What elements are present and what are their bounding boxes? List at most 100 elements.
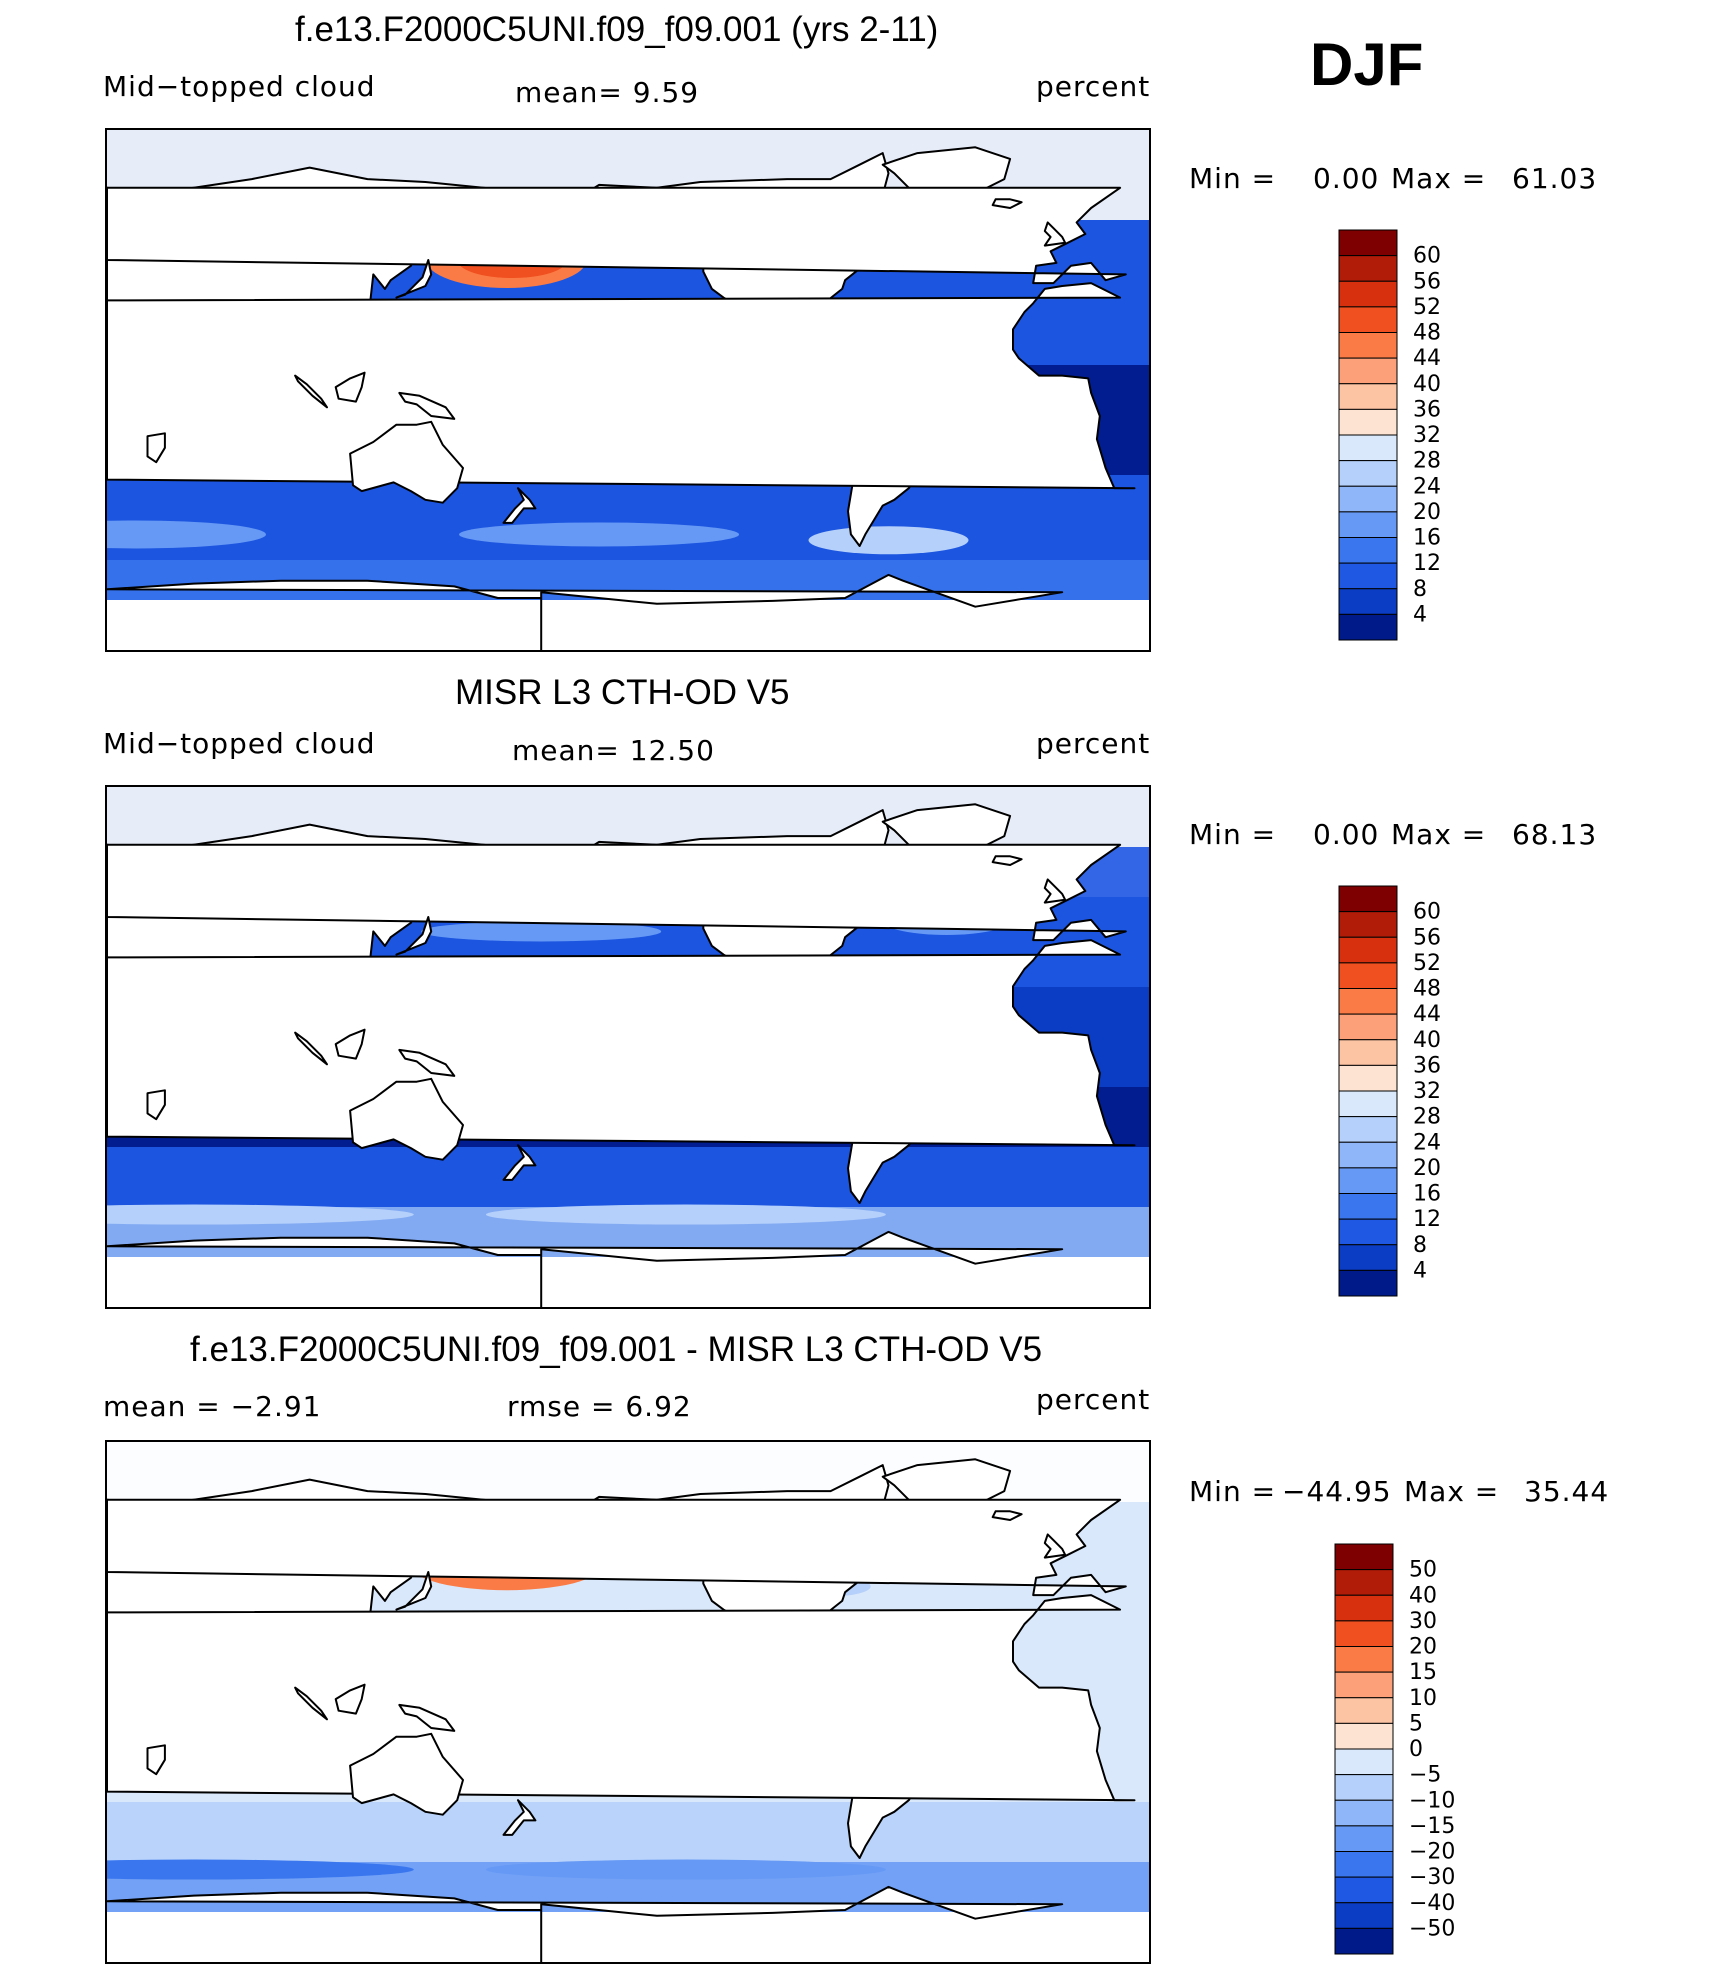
min-label: Min = xyxy=(1189,162,1277,195)
colorbar-tick-label: 60 xyxy=(1413,900,1441,925)
colorbar-swatch xyxy=(1338,434,1398,462)
colorbar-swatch xyxy=(1338,332,1398,359)
colorbar-swatch xyxy=(1338,1193,1398,1220)
continent-antarctica xyxy=(107,573,1064,650)
continent-uk xyxy=(1043,1533,1067,1559)
colorbar-swatch xyxy=(1338,1269,1398,1297)
colorbar-swatch xyxy=(1334,1543,1394,1571)
panel-title: MISR L3 CTH-OD V5 xyxy=(455,673,790,712)
colorbar-swatch xyxy=(1334,1774,1394,1801)
colorbar-swatch xyxy=(1338,936,1398,964)
colorbar: 60 56 52 48 44 40 36 32 28 24 20 16 12 8 4 xyxy=(1338,885,1478,1297)
world-map xyxy=(107,1442,1149,1962)
continent-uk xyxy=(1043,878,1067,904)
colorbar-tick-label: 8 xyxy=(1413,1233,1427,1258)
colorbar-tick-label: 60 xyxy=(1413,244,1441,269)
mean-label: mean= 12.50 xyxy=(512,734,715,767)
colorbar-tick-label: 44 xyxy=(1413,1002,1441,1027)
colorbar-swatch xyxy=(1334,1620,1394,1647)
rmse-label: rmse = 6.92 xyxy=(507,1390,692,1423)
colorbar-tick-label: 48 xyxy=(1413,321,1441,346)
world-map xyxy=(107,787,1149,1307)
continent-europeWest xyxy=(107,186,1127,285)
colorbar-tick-label: 44 xyxy=(1413,346,1441,371)
max-value: 61.03 xyxy=(1512,162,1598,195)
continent-newZealand xyxy=(502,1799,537,1836)
colorbar-tick-label: −20 xyxy=(1409,1840,1455,1865)
max-label: Max = xyxy=(1404,1475,1500,1508)
units-label: percent xyxy=(1036,70,1151,103)
continent-uk xyxy=(1043,221,1067,247)
polar-mask xyxy=(107,1912,1149,1962)
max-value: 68.13 xyxy=(1512,818,1598,851)
colorbar-tick-label: 24 xyxy=(1413,1130,1441,1155)
max-value: 35.44 xyxy=(1524,1475,1610,1508)
min-value: 0.00 xyxy=(1313,162,1380,195)
colorbar-tick-label: 4 xyxy=(1413,602,1427,627)
continent-madagascar xyxy=(146,432,166,464)
colorbar-tick-label: 32 xyxy=(1413,423,1441,448)
colorbar-tick-label: 0 xyxy=(1409,1737,1423,1762)
colorbar-tick-label: 10 xyxy=(1409,1686,1437,1711)
colorbar-tick-label: 56 xyxy=(1413,269,1441,294)
min-value: −44.95 xyxy=(1282,1475,1392,1508)
continent-sumatra xyxy=(294,1031,328,1066)
field-anomaly xyxy=(459,522,740,547)
colorbar-tick-label: 28 xyxy=(1413,1105,1441,1130)
colorbar-tick-label: 28 xyxy=(1413,449,1441,474)
colorbar-tick-label: 30 xyxy=(1409,1609,1437,1634)
continent-africaWest xyxy=(107,939,1136,1147)
continent-madagascar xyxy=(146,1089,166,1121)
colorbar-tick-label: −30 xyxy=(1409,1865,1455,1890)
colorbar-swatch xyxy=(1338,357,1398,385)
colorbar-tick-label: 36 xyxy=(1413,1053,1441,1078)
colorbar-swatch xyxy=(1334,1646,1394,1673)
polar-mask xyxy=(107,600,1149,650)
continent-sumatra xyxy=(294,374,328,409)
colorbar-tick-label: 56 xyxy=(1413,925,1441,950)
colorbar-swatch xyxy=(1334,1722,1394,1750)
colorbar-swatch xyxy=(1334,1799,1394,1827)
colorbar-swatch xyxy=(1338,383,1398,410)
colorbar-swatch xyxy=(1334,1748,1394,1776)
colorbar-swatch xyxy=(1338,885,1398,913)
colorbar-swatch xyxy=(1334,1671,1394,1699)
colorbar-tick-label: 20 xyxy=(1409,1635,1437,1660)
field-anomaly xyxy=(421,921,662,942)
panel-title: f.e13.F2000C5UNI.f09_f09.001 - MISR L3 C… xyxy=(190,1330,1043,1369)
colorbar-swatch xyxy=(1338,1116,1398,1143)
colorbar-swatch xyxy=(1338,1167,1398,1194)
min-value: 0.00 xyxy=(1313,818,1380,851)
colorbar-swatch xyxy=(1338,588,1398,615)
units-label: percent xyxy=(1036,727,1151,760)
continent-europeWest xyxy=(107,1498,1127,1597)
max-label: Max = xyxy=(1391,818,1487,851)
colorbar-swatch xyxy=(1338,306,1398,333)
colorbar-tick-label: 20 xyxy=(1413,500,1441,525)
colorbar-swatch xyxy=(1338,562,1398,590)
units-label: percent xyxy=(1036,1383,1151,1416)
colorbar-swatch xyxy=(1338,911,1398,938)
colorbar-swatch xyxy=(1338,1141,1398,1169)
colorbar-swatch xyxy=(1338,408,1398,436)
polar-mask xyxy=(107,1257,1149,1307)
colorbar-swatch xyxy=(1338,1090,1398,1118)
field-anomaly xyxy=(107,520,266,549)
colorbar-tick-label: −5 xyxy=(1409,1763,1441,1788)
colorbar-tick-label: 40 xyxy=(1413,372,1441,397)
continent-africaWest xyxy=(107,1594,1136,1802)
colorbar-swatch xyxy=(1338,229,1398,257)
mean-label: mean = −2.91 xyxy=(103,1390,322,1423)
field-band xyxy=(107,1147,1149,1207)
colorbar-tick-label: 32 xyxy=(1413,1079,1441,1104)
colorbar-tick-label: −40 xyxy=(1409,1891,1455,1916)
field-anomaly xyxy=(485,1204,886,1225)
colorbar-swatch xyxy=(1334,1902,1394,1929)
colorbar-tick-label: 40 xyxy=(1409,1583,1437,1608)
colorbar-tick-label: 52 xyxy=(1413,951,1441,976)
continent-newZealand xyxy=(502,1144,537,1181)
colorbar-swatch xyxy=(1338,511,1398,538)
colorbar-swatch xyxy=(1334,1569,1394,1596)
continent-newGuinea xyxy=(398,1048,456,1077)
